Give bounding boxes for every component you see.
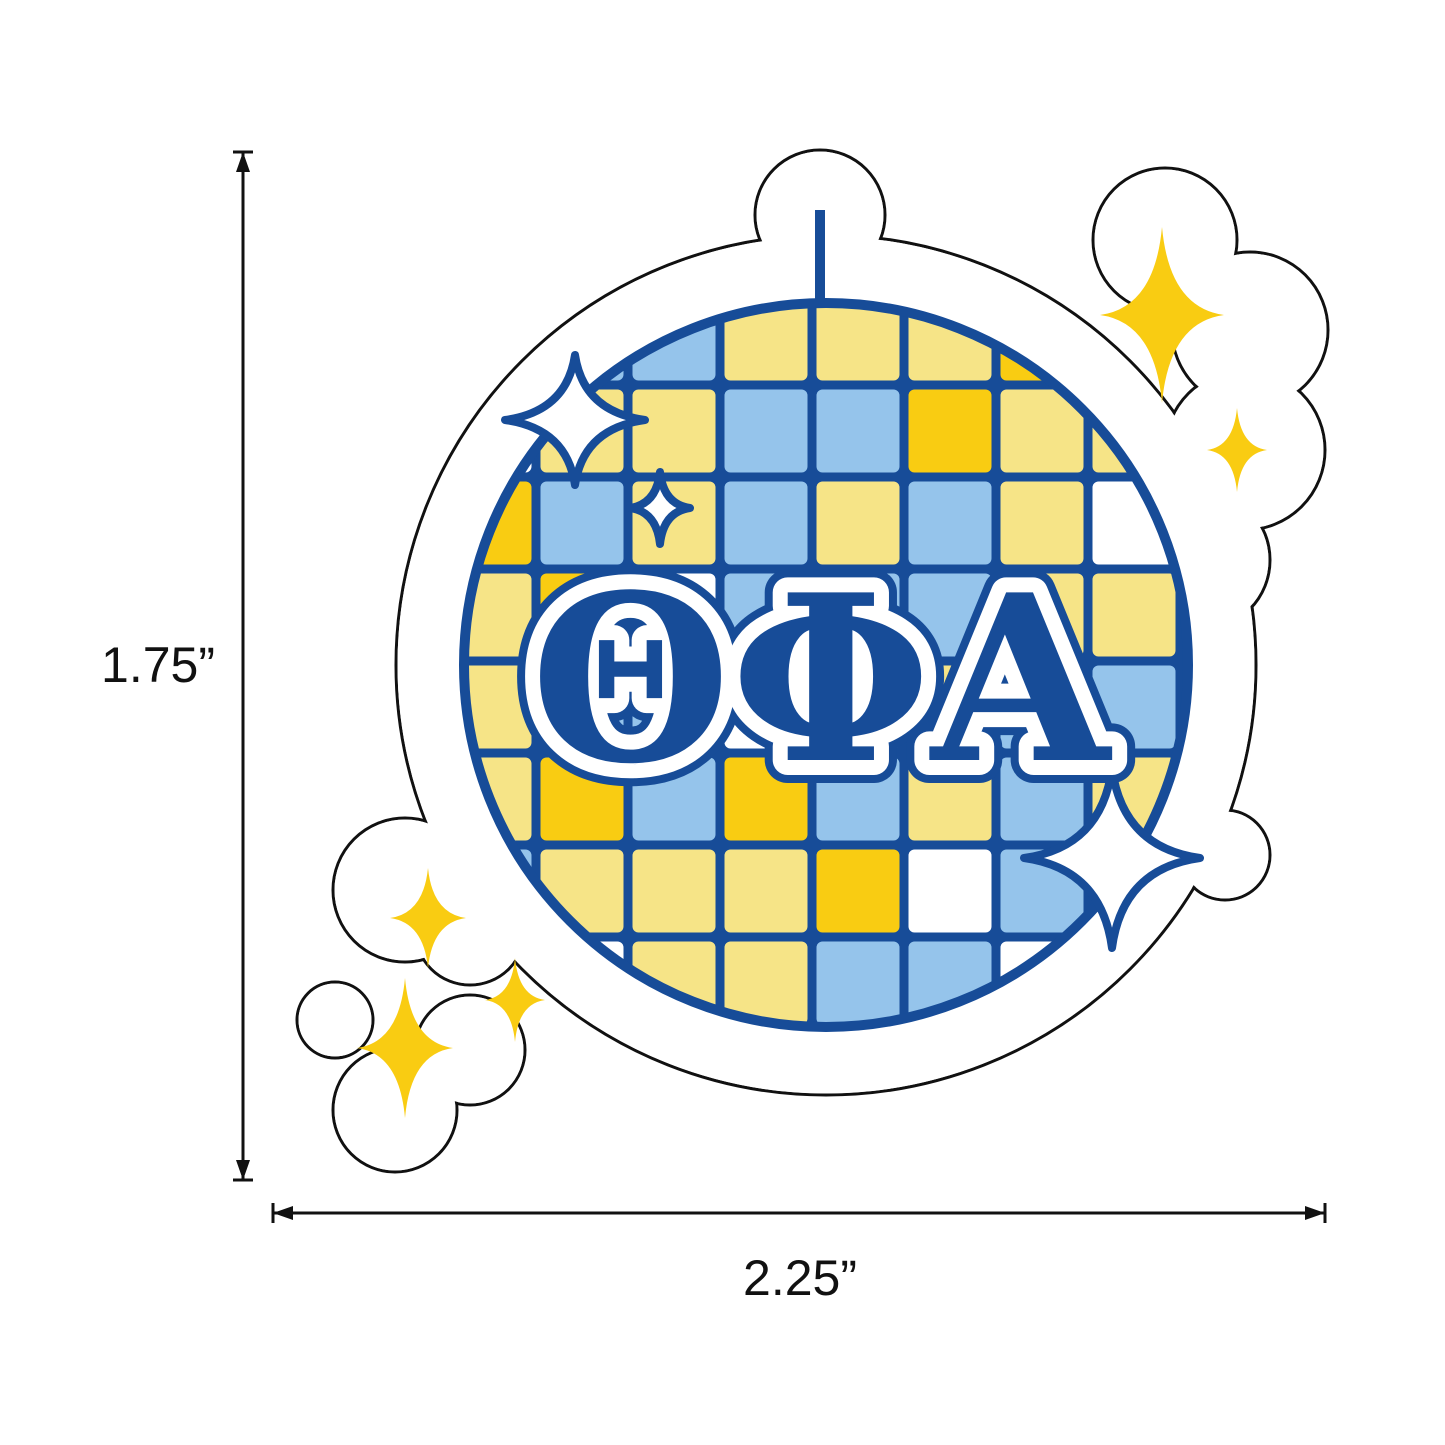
mirror-tile [724, 573, 808, 657]
mirror-tile [724, 941, 808, 1025]
sparkle-star-icon [1020, 764, 1204, 952]
svg-text:ΘΦΑ: ΘΦΑ [530, 545, 1113, 815]
mirror-tile [724, 849, 808, 933]
mirror-tile [724, 303, 808, 381]
mirror-tile [632, 757, 716, 841]
mirror-tile [1000, 665, 1084, 749]
mirror-tile [816, 757, 900, 841]
mirror-tile [816, 849, 900, 933]
width-label: 2.25” [743, 1250, 857, 1306]
height-dimension [233, 150, 253, 1182]
mirror-tile [632, 573, 716, 657]
mirror-tile [1000, 481, 1084, 565]
mirror-tile [724, 389, 808, 473]
sparkle-star-icon [1207, 408, 1267, 492]
mirror-tile [908, 573, 992, 657]
sparkle-star-icon [626, 468, 694, 548]
mirror-tile [908, 665, 992, 749]
mirror-tile [816, 303, 900, 381]
svg-text:ΘΦΑ: ΘΦΑ [530, 545, 1113, 815]
sparkle-star-icon [485, 958, 545, 1042]
mirror-tile [816, 573, 900, 657]
mirror-tile [540, 573, 624, 657]
mirror-tile [632, 389, 716, 473]
mirror-tile [908, 481, 992, 565]
mirror-tile [1092, 665, 1176, 749]
width-dimension [271, 1203, 1327, 1223]
mirror-tile [1000, 757, 1084, 841]
sparkle-star-icon [390, 868, 466, 968]
mirror-tile [540, 665, 624, 749]
mirror-tile [816, 389, 900, 473]
mirror-tile [1000, 389, 1084, 473]
mirror-tile [724, 481, 808, 565]
mirror-tile [908, 849, 992, 933]
sparkle-star-icon [1100, 227, 1224, 403]
mirror-tile [541, 1034, 624, 1117]
mirror-tile [1184, 941, 1188, 1025]
mirror-tile [1185, 1034, 1268, 1117]
mirror-tile [1092, 573, 1176, 657]
mirror-tile [632, 849, 716, 933]
mirror-tile [816, 481, 900, 565]
hanging-cord [815, 210, 825, 305]
mirror-tile [816, 941, 900, 1025]
mirror-tile [632, 665, 716, 749]
mirror-tile [724, 665, 808, 749]
mirror-tile [908, 757, 992, 841]
mirror-tile [1000, 573, 1084, 657]
mirror-tile [540, 481, 624, 565]
greek-letters: ΘΦΑ ΘΦΑ ΘΦΑ [507, 522, 1136, 838]
mirror-tile [540, 757, 624, 841]
greek-letters-text: ΘΦΑ [530, 545, 1113, 815]
sparkle-star-icon [501, 351, 649, 489]
mirror-tile [816, 665, 900, 749]
height-label: 1.75” [101, 637, 215, 693]
mirror-tile [908, 389, 992, 473]
sparkle-star-icon [357, 978, 453, 1118]
mirror-tile [724, 757, 808, 841]
mirror-tile [1093, 1034, 1176, 1117]
